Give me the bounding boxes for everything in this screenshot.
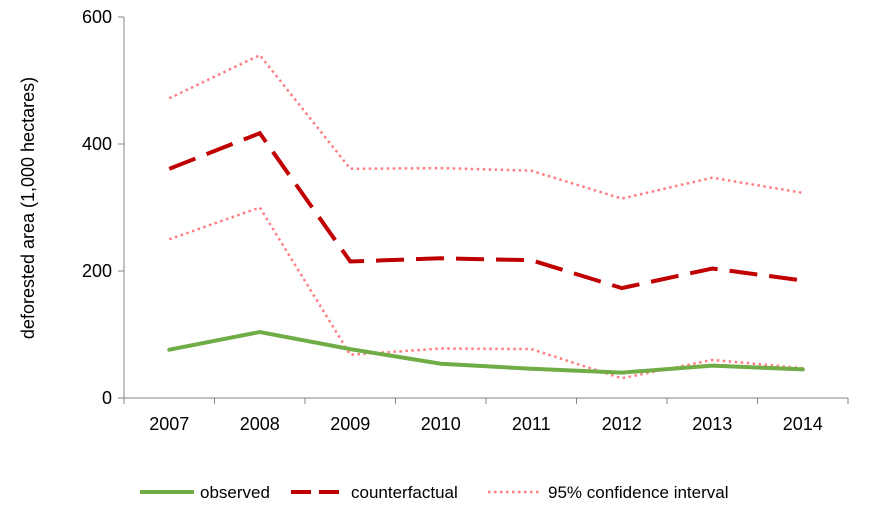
y-tick-label: 600 <box>82 7 112 27</box>
y-tick-label: 200 <box>82 261 112 281</box>
y-tick-label: 400 <box>82 134 112 154</box>
series-line-observed <box>169 332 803 373</box>
axes: 0 200 400 600 2007 2008 2009 2010 2011 2012 2013 20… <box>82 7 848 434</box>
x-tick-label: 2014 <box>783 414 823 434</box>
x-tick-label: 2013 <box>692 414 732 434</box>
legend-label: counterfactual <box>351 483 458 502</box>
series-line-ci-lower <box>169 208 803 379</box>
legend-label: observed <box>200 483 270 502</box>
x-tick-label: 2009 <box>330 414 370 434</box>
legend: observed counterfactual 95% confidence int… <box>140 483 729 502</box>
y-axis-title: deforested area (1,000 hectares) <box>18 77 38 339</box>
x-tick-label: 2011 <box>512 414 551 434</box>
x-tick-label: 2007 <box>149 414 189 434</box>
x-tick-label: 2008 <box>240 414 280 434</box>
x-tick-label: 2012 <box>602 414 642 434</box>
series-line-counterfactual <box>169 133 803 288</box>
y-tick-label: 0 <box>102 388 112 408</box>
x-tick-label: 2010 <box>421 414 461 434</box>
series-line-95-confidence-interval <box>169 55 803 199</box>
series-layer <box>169 55 803 378</box>
legend-label: 95% confidence interval <box>548 483 729 502</box>
